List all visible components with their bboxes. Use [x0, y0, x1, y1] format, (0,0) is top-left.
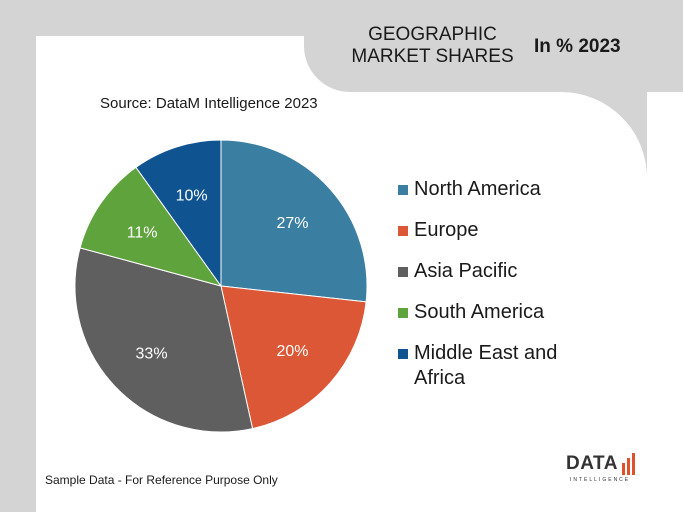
- legend-item-1: Europe: [398, 218, 598, 243]
- pie-slice-1: [220, 285, 367, 430]
- legend-item-4: Middle East and Africa: [398, 341, 598, 391]
- legend-label-0: North America: [414, 178, 541, 200]
- source-text: Source: DataM Intelligence 2023: [100, 95, 318, 112]
- chart-title: GEOGRAPHIC MARKET SHARES: [351, 24, 514, 67]
- slice-label-3: 11%: [127, 224, 158, 241]
- legend-label-3: South America: [414, 301, 545, 323]
- legend-item-0: North America: [398, 177, 598, 202]
- footnote: Sample Data - For Reference Purpose Only: [45, 473, 278, 487]
- slice-label-0: 27%: [276, 215, 308, 232]
- legend-swatch-3: [398, 308, 408, 318]
- card-corner: [561, 92, 647, 178]
- slice-label-4: 10%: [176, 188, 208, 205]
- legend-item-3: South America: [398, 300, 598, 325]
- legend-label-2: Asia Pacific: [414, 260, 518, 282]
- legend-swatch-2: [398, 267, 408, 277]
- slice-label-2: 33%: [136, 345, 168, 362]
- legend-swatch-4: [398, 349, 408, 359]
- pie-slice-2: [74, 247, 254, 433]
- pie-slice-4: [135, 139, 222, 288]
- logo-bars-icon: [622, 453, 635, 475]
- logo-subtext: INTELLIGENCE: [570, 477, 631, 483]
- pie-slice-0: [220, 139, 368, 303]
- chart-year-label: In % 2023: [534, 36, 621, 57]
- legend-swatch-0: [398, 185, 408, 195]
- logo-word: DATA: [566, 453, 618, 474]
- pie-slice-3: [79, 166, 223, 287]
- slice-label-1: 20%: [276, 343, 308, 360]
- legend-item-2: Asia Pacific: [398, 259, 598, 284]
- header-tab: [304, 0, 683, 92]
- datam-logo: DATA INTELLIGENCE: [566, 453, 642, 489]
- legend-label-4: Middle East and Africa: [414, 342, 558, 389]
- legend-label-1: Europe: [414, 219, 479, 241]
- chart-legend: North America Europe Asia Pacific South Ame…: [398, 177, 598, 407]
- legend-swatch-1: [398, 226, 408, 236]
